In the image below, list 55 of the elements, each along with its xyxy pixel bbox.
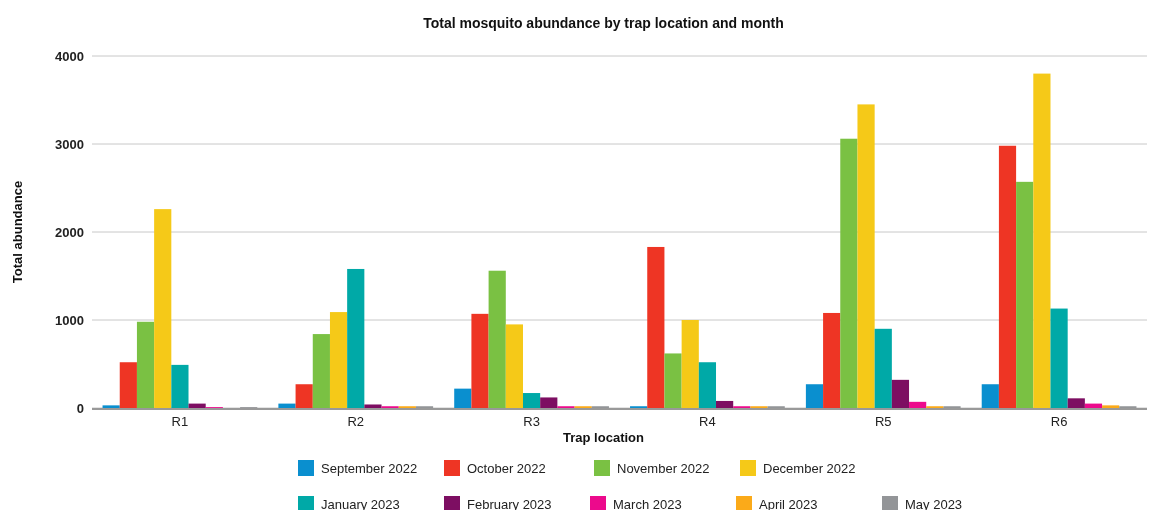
bar (1067, 398, 1085, 408)
bar (981, 384, 999, 408)
bar (471, 313, 489, 408)
bar (312, 334, 330, 408)
x-tick-label: R2 (347, 414, 365, 429)
bar (805, 384, 824, 408)
bar (488, 270, 506, 408)
y-tick-label: 4000 (55, 48, 84, 64)
bar (998, 145, 1017, 408)
bar (891, 379, 910, 408)
bar (102, 405, 120, 408)
bar (840, 138, 858, 408)
x-tick-label: R4 (699, 414, 716, 429)
legend-label: October 2022 (467, 460, 546, 476)
bar (909, 401, 927, 408)
legend-label: December 2022 (763, 460, 856, 476)
bar (171, 364, 189, 408)
bar (1050, 308, 1068, 408)
bar (823, 312, 841, 408)
bar (857, 104, 875, 408)
bar (136, 321, 155, 408)
x-tick-label: R3 (523, 414, 540, 429)
bar (295, 384, 313, 408)
bar (522, 393, 541, 408)
bar (1033, 73, 1051, 408)
x-tick-label: R6 (1050, 414, 1068, 429)
bar (154, 209, 172, 408)
bar (347, 268, 365, 408)
bar (681, 320, 699, 408)
bar (1102, 405, 1120, 408)
bar (647, 246, 665, 408)
legend-label: March 2023 (613, 496, 682, 510)
bar (664, 353, 682, 408)
bar (874, 328, 892, 408)
legend-label: September 2022 (321, 460, 418, 476)
bar (540, 397, 558, 408)
y-tick-label: 2000 (55, 224, 84, 240)
y-tick-label: 3000 (55, 136, 84, 152)
y-tick-label: 0 (76, 400, 84, 416)
bar (505, 324, 523, 408)
bar (698, 362, 717, 408)
x-tick-label: R1 (171, 414, 189, 429)
chart-title: Total mosquito abundance by trap location and month (423, 15, 784, 31)
bar (716, 400, 734, 408)
x-tick-label: R5 (874, 414, 892, 429)
bar (278, 403, 296, 408)
y-tick-label: 1000 (55, 312, 84, 328)
y-axis-title: Total abundance (10, 180, 25, 284)
bar (119, 362, 137, 408)
bar (454, 388, 472, 408)
legend-label: November 2022 (617, 460, 710, 476)
bar (1016, 181, 1034, 408)
bar (364, 404, 382, 408)
x-axis-title: Trap location (563, 430, 645, 445)
bar (329, 312, 348, 408)
